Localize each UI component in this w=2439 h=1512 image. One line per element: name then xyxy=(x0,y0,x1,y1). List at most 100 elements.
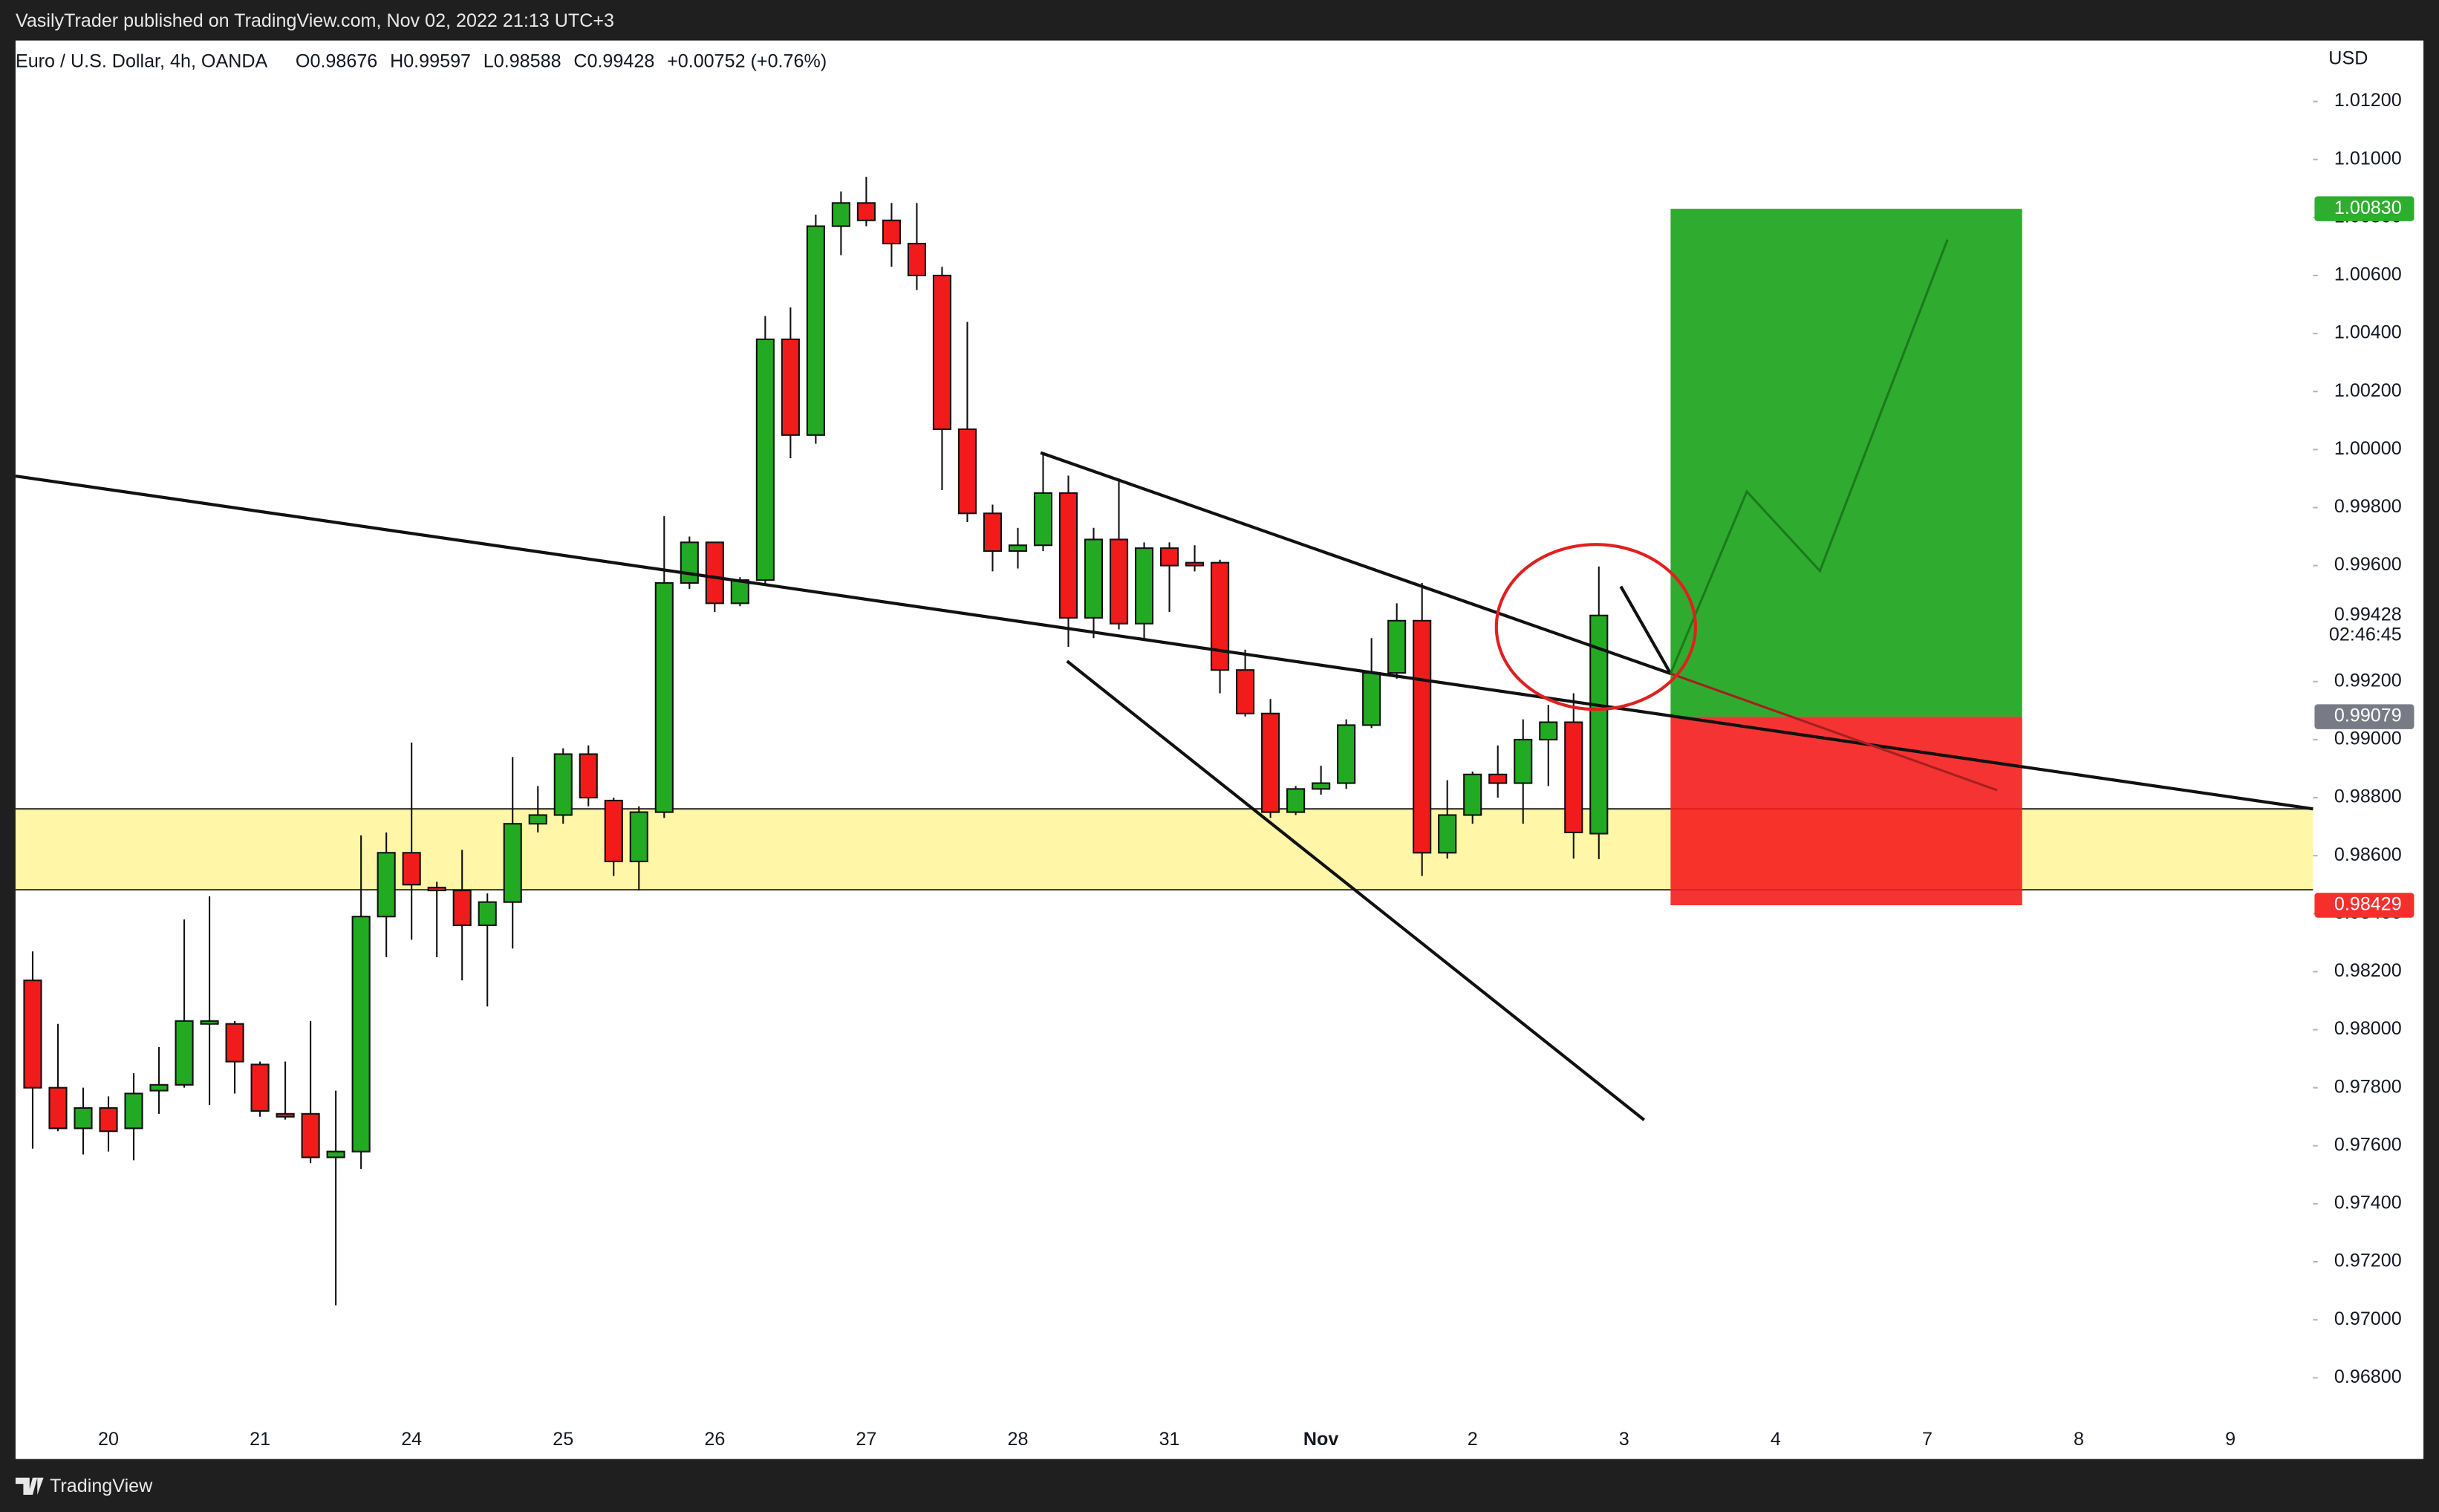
x-tick-label: 9 xyxy=(2225,1429,2236,1450)
candle-body xyxy=(276,1112,295,1118)
y-tick-label: 1.00000 xyxy=(2334,438,2402,459)
candle-body xyxy=(604,799,623,863)
last-price: 0.99428 xyxy=(2334,604,2402,625)
x-tick-label: Nov xyxy=(1303,1429,1338,1450)
candle-body xyxy=(1236,669,1255,714)
price-label: 0.98429 xyxy=(2334,894,2402,915)
price-label: 0.99079 xyxy=(2334,706,2402,726)
candle-body xyxy=(1337,724,1356,784)
candle-body xyxy=(402,852,421,886)
candle-body xyxy=(1058,492,1078,619)
price-label-bg xyxy=(2314,704,2414,729)
candle-body xyxy=(932,274,952,431)
candle-body xyxy=(427,887,446,892)
legend-value: +0.00752 (+0.76%) xyxy=(667,51,827,72)
candle-body xyxy=(377,852,396,918)
candle-body xyxy=(654,581,674,813)
chart-panel xyxy=(15,40,2424,1459)
candle-body xyxy=(1033,492,1053,547)
legend-value: L0.98588 xyxy=(483,51,561,72)
projection-path xyxy=(1669,239,1949,674)
candle-body xyxy=(831,202,850,227)
candle-body xyxy=(806,225,825,436)
y-tick-label: 0.97000 xyxy=(2334,1309,2402,1329)
legend-value: C0.99428 xyxy=(573,51,654,72)
candle-body xyxy=(957,428,977,515)
candle-body xyxy=(1539,721,1558,740)
price-axis: 1.012001.010001.008001.006001.004001.002… xyxy=(98,90,2414,1450)
countdown: 02:46:45 xyxy=(2329,625,2402,645)
price-label-bg xyxy=(2314,196,2414,221)
candle-body xyxy=(1008,544,1028,553)
y-tick-label: 0.97400 xyxy=(2334,1193,2402,1213)
candle-body xyxy=(907,242,926,277)
candle-body xyxy=(200,1020,219,1025)
stop-box xyxy=(1670,717,2022,905)
y-tick-label: 0.97600 xyxy=(2334,1134,2402,1155)
ohlc-legend: O0.98676 H0.99597 L0.98588 C0.99428 +0.00752… xyxy=(296,51,827,72)
candle-body xyxy=(680,541,699,584)
y-tick-label: 0.97800 xyxy=(2334,1076,2402,1097)
footer-brand: TradingView xyxy=(50,1476,153,1496)
price-label-bg xyxy=(2314,893,2414,918)
candle-body xyxy=(1286,788,1306,813)
candle-body xyxy=(175,1020,194,1086)
candle-body xyxy=(755,338,775,581)
candles xyxy=(23,177,1609,1306)
candle-body xyxy=(1463,773,1482,816)
candle-body xyxy=(1109,538,1129,625)
candle-body xyxy=(1589,614,1609,835)
trend-line xyxy=(1066,659,1646,1121)
candle-body xyxy=(1185,561,1205,567)
candle-body xyxy=(503,823,522,903)
candle-body xyxy=(452,890,472,926)
y-tick-label: 0.99000 xyxy=(2334,729,2402,749)
x-tick-label: 28 xyxy=(1008,1429,1029,1450)
y-tick-label: 1.01200 xyxy=(2334,90,2402,111)
y-tick-label: 0.99600 xyxy=(2334,554,2402,575)
candle-body xyxy=(478,901,497,926)
y-tick-label: 1.00600 xyxy=(2334,264,2402,285)
candle-body xyxy=(1261,712,1280,813)
candle-body xyxy=(579,753,598,799)
candle-body xyxy=(149,1084,169,1092)
candle-body xyxy=(1312,782,1331,790)
chart-title: Euro / U.S. Dollar, 4h, OANDA xyxy=(16,51,268,72)
candle-body xyxy=(1134,547,1154,625)
x-tick-label: 27 xyxy=(856,1429,876,1450)
legend-value: H0.99597 xyxy=(390,51,471,72)
candle-body xyxy=(326,1150,345,1159)
candle-body xyxy=(1413,619,1432,854)
candle-body xyxy=(351,916,371,1153)
y-tick-label: 0.99800 xyxy=(2334,496,2402,517)
x-tick-label: 24 xyxy=(401,1429,422,1450)
x-tick-label: 26 xyxy=(704,1429,725,1450)
y-tick-label: 1.00200 xyxy=(2334,380,2402,401)
candle-body xyxy=(629,811,648,863)
candle-body xyxy=(1488,773,1508,784)
y-tick-label: 0.99200 xyxy=(2334,670,2402,691)
footer-logo: TradingView xyxy=(15,1476,153,1496)
x-tick-label: 31 xyxy=(1159,1429,1180,1450)
candle-body xyxy=(1362,672,1381,726)
candle-body xyxy=(99,1107,118,1133)
x-tick-label: 8 xyxy=(2074,1429,2084,1450)
candle-body xyxy=(225,1023,244,1063)
logo-icon xyxy=(15,1477,44,1495)
x-tick-label: 7 xyxy=(1922,1429,1932,1450)
drawings xyxy=(15,239,2313,1121)
trend-line xyxy=(1619,585,1673,675)
candle-body xyxy=(250,1063,270,1112)
y-tick-label: 1.00400 xyxy=(2334,322,2402,343)
publish-header: VasilyTrader published on TradingView.co… xyxy=(16,10,614,31)
trend-line xyxy=(15,474,2313,811)
candle-body xyxy=(1438,814,1457,854)
candle-body xyxy=(730,579,749,605)
y-tick-label: 0.98800 xyxy=(2334,786,2402,807)
candle-body xyxy=(1211,561,1230,671)
candle-body xyxy=(1159,547,1179,567)
legend-value: O0.98676 xyxy=(296,51,377,72)
y-tick-label: 0.98200 xyxy=(2334,960,2402,981)
highlight-circle xyxy=(1494,543,1697,711)
